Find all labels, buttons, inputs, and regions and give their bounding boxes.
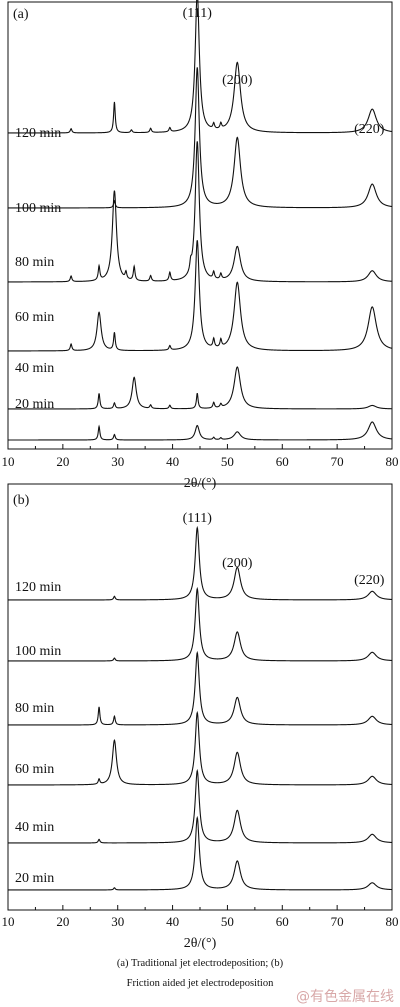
series-line [8, 768, 393, 844]
series-label: 40 min [15, 820, 54, 835]
x-tick-label: 60 [276, 454, 289, 469]
peak-label: (111) [183, 511, 213, 526]
series-label: 80 min [15, 701, 54, 716]
x-tick-label: 70 [331, 454, 344, 469]
series-label: 40 min [15, 361, 54, 376]
panel-label: (a) [13, 7, 29, 22]
series-label: 120 min [15, 580, 61, 595]
x-tick-label: 50 [221, 454, 234, 469]
series-label: 120 min [15, 126, 61, 141]
series-label: 20 min [15, 397, 54, 412]
x-tick-label: 30 [111, 454, 124, 469]
series-line [8, 525, 393, 601]
x-tick-label: 10 [2, 914, 15, 929]
peak-label: (111) [183, 6, 213, 21]
x-tick-label: 70 [331, 914, 344, 929]
series-label: 60 min [15, 762, 54, 777]
caption-line-1: (a) Traditional jet electrodeposition; (… [116, 958, 284, 969]
peak-label: (220) [354, 122, 385, 137]
x-tick-label: 10 [2, 454, 15, 469]
x-tick-label: 20 [56, 914, 69, 929]
x-axis-label: 2θ/(°) [184, 936, 217, 951]
x-tick-label: 40 [166, 454, 179, 469]
x-tick-label: 20 [56, 454, 69, 469]
series-line [8, 650, 393, 726]
panel-label: (b) [13, 493, 30, 508]
x-tick-label: 50 [221, 914, 234, 929]
series-line [8, 586, 393, 662]
x-tick-label: 30 [111, 914, 124, 929]
x-tick-label: 60 [276, 914, 289, 929]
x-tick-label: 80 [386, 914, 399, 929]
series-line [8, 815, 393, 891]
series-line [8, 366, 392, 410]
series-label: 20 min [15, 871, 54, 886]
series-label: 100 min [15, 201, 61, 216]
series-label: 80 min [15, 255, 54, 270]
series-line [8, 421, 393, 441]
series-label: 100 min [15, 644, 61, 659]
peak-label: (200) [222, 556, 253, 571]
series-line [8, 0, 393, 134]
series-line [8, 67, 393, 209]
series-line [8, 710, 393, 786]
peak-label: (200) [222, 73, 253, 88]
series-line [8, 141, 393, 283]
x-tick-label: 40 [166, 914, 179, 929]
peak-label: (220) [354, 573, 385, 588]
watermark: @有色金属在线 [296, 989, 394, 1005]
series-line [8, 240, 393, 352]
series-label: 60 min [15, 310, 54, 325]
caption-line-2: Friction aided jet electrodeposition [126, 978, 274, 989]
x-tick-label: 80 [386, 454, 399, 469]
